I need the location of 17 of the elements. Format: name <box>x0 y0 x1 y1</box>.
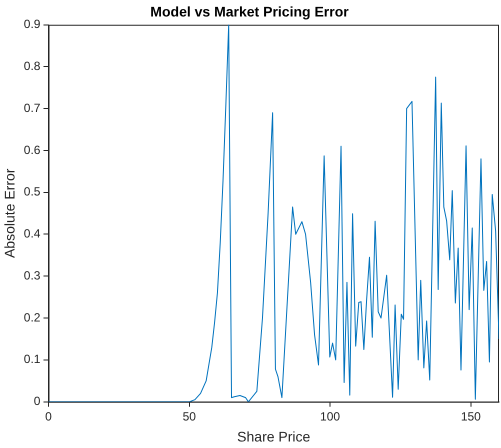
y-tick-label: 0.9 <box>24 17 41 32</box>
y-tick-label: 0.4 <box>24 226 41 241</box>
y-tick-label: 0.3 <box>24 268 41 282</box>
y-tick-label: 0 <box>34 394 41 408</box>
y-tick-label: 0.5 <box>24 184 41 199</box>
y-axis-title: Absolute Error <box>1 168 18 258</box>
x-axis-title: Share Price <box>237 428 311 444</box>
y-tick-label: 0.1 <box>24 352 41 366</box>
x-tick-label: 0 <box>45 409 52 424</box>
y-tick-label: 0.2 <box>24 310 41 324</box>
y-tick-label: 0.7 <box>24 100 41 115</box>
y-tick-label: 0.6 <box>24 142 41 157</box>
y-tick-label: 0.8 <box>24 59 41 73</box>
x-tick-label: 100 <box>320 409 340 424</box>
x-tick-label: 150 <box>460 409 482 424</box>
x-tick-label: 50 <box>182 409 196 424</box>
chart-title: Model vs Market Pricing Error <box>150 3 350 20</box>
